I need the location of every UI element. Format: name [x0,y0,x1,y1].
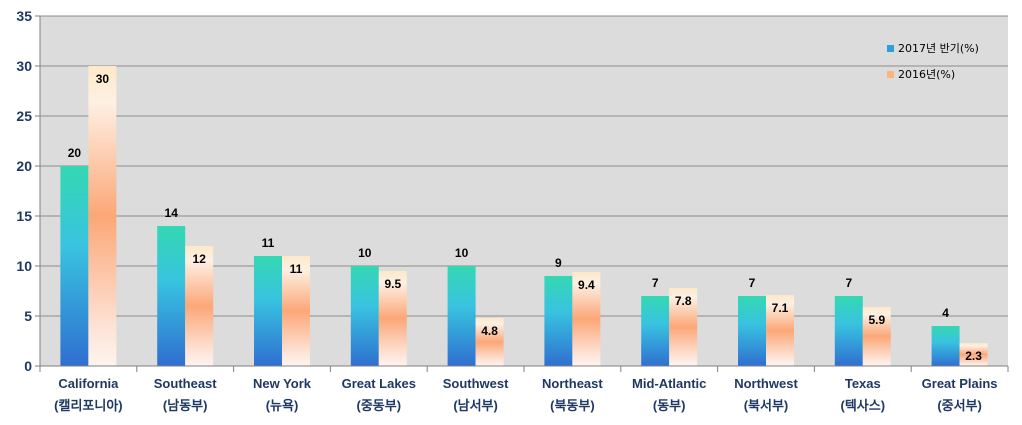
x-tick-label: New York [253,376,312,391]
data-label: 9.4 [578,278,595,292]
data-label: 4.8 [481,324,498,338]
x-tick-label-ko: (중서부) [937,398,982,413]
data-label: 5.9 [868,313,885,327]
data-label: 30 [96,72,110,86]
x-tick-label-ko: (남동부) [163,398,208,413]
bar-2017 [157,226,186,366]
x-tick-label: Texas [845,376,881,391]
bar-2016 [475,318,504,366]
data-label: 2.3 [965,349,982,363]
bar-2017 [350,266,379,366]
bar-2016 [766,295,794,366]
x-tick-label: Mid-Atlantic [632,376,706,391]
x-tick-label-ko: (남서부) [453,398,498,413]
x-tick-label-ko: (북서부) [744,398,789,413]
bar-2017 [544,276,573,366]
bar-2017 [931,326,960,366]
y-tick-label: 0 [24,358,32,374]
bars: 20 30 14 12 11 11 10 9.5 10 4.8 9 9.4 7 7.8 7 7.1 7 5.9 4 2… [60,66,988,366]
data-label: 10 [358,246,372,260]
data-label: 7 [845,276,852,290]
y-tick-label: 20 [16,158,32,174]
bar-2016 [572,272,601,366]
x-tick-label-ko: (동부) [653,398,686,413]
data-label: 20 [68,146,82,160]
data-label: 7.1 [772,301,789,315]
data-label: 12 [193,252,207,266]
bar-2017 [738,296,766,366]
bar-2016 [185,246,214,366]
data-label: 10 [455,246,469,260]
x-tick-label: Great Lakes [342,376,416,391]
data-label: 7.8 [675,294,692,308]
bar-2016 [88,66,117,366]
legend-swatch [887,71,894,78]
y-tick-label: 15 [16,208,32,224]
legend-label: 2017년 반기(%) [898,42,979,55]
x-tick-label: Northwest [734,376,798,391]
x-tick-label-ko: (중동부) [357,398,402,413]
bar-2016 [959,343,988,366]
x-axis: California (캘리포니아) Southeast (남동부) New York (… [39,365,1009,413]
y-axis: 0 5 10 15 20 25 30 35 [16,8,41,374]
x-tick-label-ko: (북동부) [550,398,595,413]
x-tick-label: Great Plains [922,376,998,391]
y-tick-label: 10 [16,258,32,274]
legend-label: 2016년(%) [898,68,955,81]
y-tick-label: 5 [24,308,32,324]
y-tick-label: 30 [16,58,32,74]
x-tick-label: Southeast [154,376,218,391]
data-label: 9.5 [384,277,401,291]
data-label: 7 [749,276,756,290]
bar-2016 [669,288,698,366]
data-label: 14 [165,206,179,220]
data-label: 9 [555,256,562,270]
data-label: 7 [652,276,659,290]
bar-2017 [834,296,863,366]
bar-2017 [254,256,282,366]
x-tick-label-ko: (캘리포니아) [54,398,122,413]
bar-2016 [282,256,310,366]
x-tick-label: California [58,376,119,391]
data-label: 11 [290,262,303,276]
y-tick-label: 35 [16,8,32,24]
bar-2016 [378,271,407,366]
data-label: 11 [262,236,275,250]
bar-2016 [862,307,891,366]
x-tick-label-ko: (텍사스) [841,398,886,413]
bar-2017 [447,266,476,366]
bar-2017 [641,296,670,366]
x-tick-label: Northeast [542,376,603,391]
x-tick-label-ko: (뉴욕) [266,398,299,413]
legend-swatch [887,45,894,52]
bar-2017 [60,166,89,366]
legend: 2017년 반기(%) 2016년(%) [887,42,979,81]
x-tick-label: Southwest [443,376,509,391]
data-label: 4 [942,306,949,320]
y-tick-label: 25 [16,108,32,124]
